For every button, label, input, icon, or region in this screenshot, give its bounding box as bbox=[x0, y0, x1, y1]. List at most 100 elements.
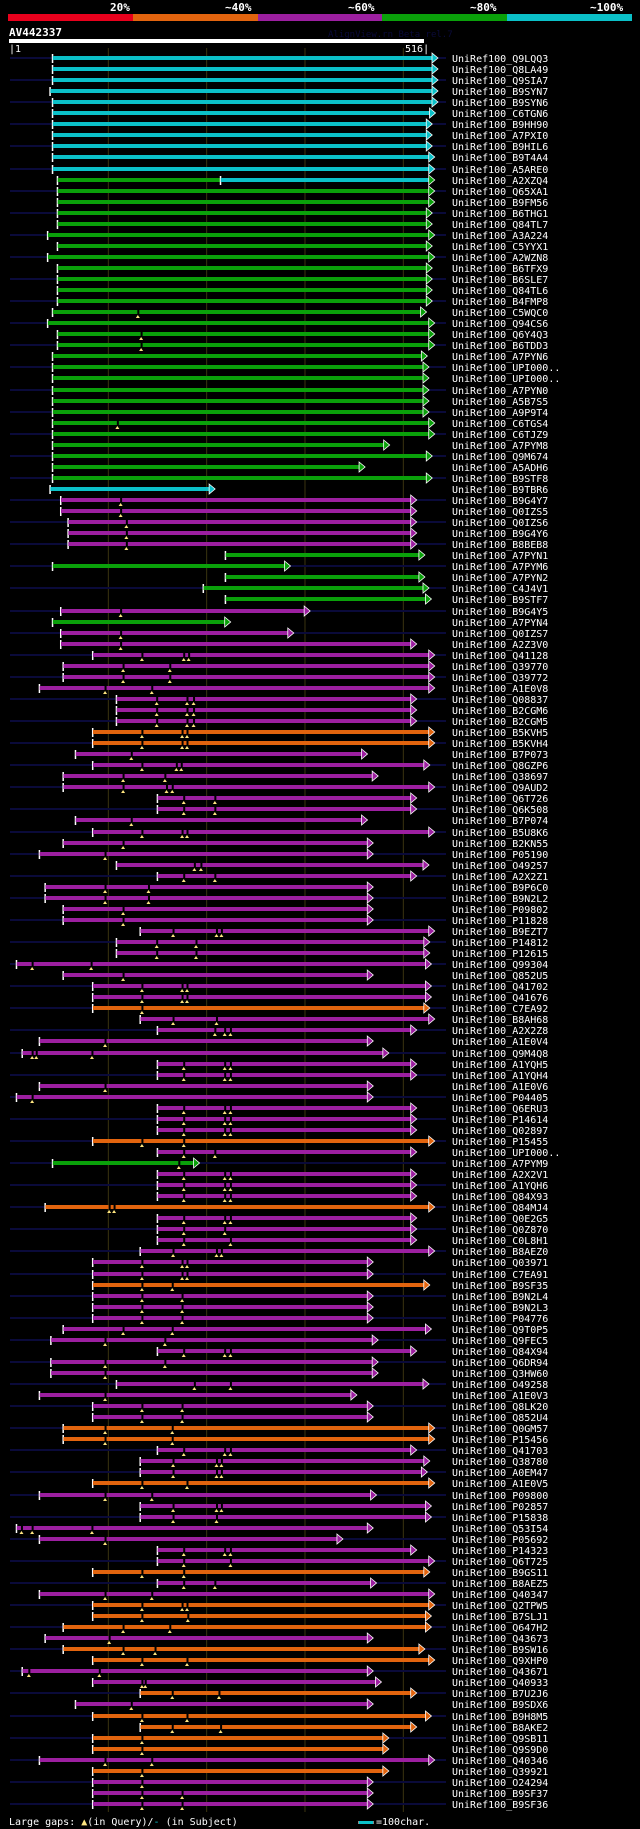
hit-label[interactable]: UniRef100_B6TDD3 bbox=[452, 341, 548, 352]
hit-label[interactable]: UniRef100_Q6T725 bbox=[452, 1557, 548, 1568]
hit-label[interactable]: UniRef100_O49258 bbox=[452, 1380, 548, 1391]
hit-label[interactable]: UniRef100_O49257 bbox=[452, 861, 548, 872]
hit-label[interactable]: UniRef100_Q0IZS5 bbox=[452, 507, 548, 518]
hit-label[interactable]: UniRef100_B2CGM6 bbox=[452, 706, 548, 717]
hit-label[interactable]: UniRef100_P14812 bbox=[452, 938, 548, 949]
hit-label[interactable]: UniRef100_Q3HW60 bbox=[452, 1369, 548, 1380]
hit-label[interactable]: UniRef100_C6TGN6 bbox=[452, 109, 548, 120]
hit-label[interactable]: UniRef100_P14323 bbox=[452, 1546, 548, 1557]
hit-label[interactable]: UniRef100_A5B7S5 bbox=[452, 397, 548, 408]
hit-label[interactable]: UniRef100_P04776 bbox=[452, 1314, 548, 1325]
hit-label[interactable]: UniRef100_Q84TL7 bbox=[452, 220, 548, 231]
hit-label[interactable]: UniRef100_Q852U5 bbox=[452, 971, 548, 982]
hit-label[interactable]: UniRef100_UPI000.. bbox=[452, 374, 560, 385]
hit-label[interactable]: UniRef100_B9HH90 bbox=[452, 120, 548, 131]
hit-label[interactable]: UniRef100_A0EM47 bbox=[452, 1468, 548, 1479]
hit-label[interactable]: UniRef100_A2X2Z1 bbox=[452, 872, 548, 883]
hit-label[interactable]: UniRef100_A1E0V5 bbox=[452, 1479, 548, 1490]
hit-label[interactable]: UniRef100_P09800 bbox=[452, 1491, 548, 1502]
hit-label[interactable]: UniRef100_Q8GZP6 bbox=[452, 761, 548, 772]
hit-label[interactable]: UniRef100_C5YYX1 bbox=[452, 242, 548, 253]
hit-label[interactable]: UniRef100_B9SDX6 bbox=[452, 1700, 548, 1711]
hit-label[interactable]: UniRef100_Q647H2 bbox=[452, 1623, 548, 1634]
hit-label[interactable]: UniRef100_P15455 bbox=[452, 1137, 548, 1148]
hit-label[interactable]: UniRef100_Q41676 bbox=[452, 993, 548, 1004]
hit-label[interactable]: UniRef100_P05190 bbox=[452, 850, 548, 861]
hit-label[interactable]: UniRef100_C6TGS4 bbox=[452, 419, 548, 430]
hit-label[interactable]: UniRef100_Q40346 bbox=[452, 1756, 548, 1767]
hit-label[interactable]: UniRef100_B4FMP8 bbox=[452, 297, 548, 308]
hit-label[interactable]: UniRef100_Q852U4 bbox=[452, 1413, 548, 1424]
hit-label[interactable]: UniRef100_B9STF8 bbox=[452, 474, 548, 485]
hit-label[interactable]: UniRef100_C5WQC0 bbox=[452, 308, 548, 319]
hit-label[interactable]: UniRef100_P12615 bbox=[452, 949, 548, 960]
hit-label[interactable]: UniRef100_Q43671 bbox=[452, 1667, 548, 1678]
hit-label[interactable]: UniRef100_B8AH68 bbox=[452, 1015, 548, 1026]
hit-label[interactable]: UniRef100_B9SW16 bbox=[452, 1645, 548, 1656]
hit-label[interactable]: UniRef100_Q40347 bbox=[452, 1590, 548, 1601]
hit-label[interactable]: UniRef100_Q9M4Q8 bbox=[452, 1049, 548, 1060]
hit-label[interactable]: UniRef100_A5ADH6 bbox=[452, 463, 548, 474]
hit-label[interactable]: UniRef100_B7U2J6 bbox=[452, 1689, 548, 1700]
hit-label[interactable]: UniRef100_Q0IZS7 bbox=[452, 629, 548, 640]
hit-label[interactable]: UniRef100_B5KVH4 bbox=[452, 739, 548, 750]
hit-label[interactable]: UniRef100_A7PYM6 bbox=[452, 562, 548, 573]
hit-label[interactable]: UniRef100_A7PYN2 bbox=[452, 573, 548, 584]
hit-label[interactable]: UniRef100_A1E0V3 bbox=[452, 1391, 548, 1402]
hit-label[interactable]: UniRef100_Q6T726 bbox=[452, 794, 548, 805]
hit-label[interactable]: UniRef100_B8BEB8 bbox=[452, 540, 548, 551]
hit-label[interactable]: UniRef100_Q6Y4Q3 bbox=[452, 330, 548, 341]
hit-label[interactable]: UniRef100_A7PYN0 bbox=[452, 386, 548, 397]
hit-label[interactable]: UniRef100_A1E0V6 bbox=[452, 1082, 548, 1093]
hit-label[interactable]: UniRef100_Q6ERU3 bbox=[452, 1104, 548, 1115]
hit-label[interactable]: UniRef100_B8AEZ0 bbox=[452, 1247, 548, 1258]
hit-label[interactable]: UniRef100_Q0IZS6 bbox=[452, 518, 548, 529]
hit-label[interactable]: UniRef100_B7P074 bbox=[452, 816, 548, 827]
hit-label[interactable]: UniRef100_Q0GM57 bbox=[452, 1424, 548, 1435]
hit-label[interactable]: UniRef100_A3A224 bbox=[452, 231, 548, 242]
hit-label[interactable]: UniRef100_B8AKE2 bbox=[452, 1723, 548, 1734]
hit-label[interactable]: UniRef100_Q38780 bbox=[452, 1457, 548, 1468]
hit-label[interactable]: UniRef100_B9G4Y5 bbox=[452, 607, 548, 618]
hit-label[interactable]: UniRef100_B9G4Y7 bbox=[452, 496, 548, 507]
hit-label[interactable]: UniRef100_P15838 bbox=[452, 1513, 548, 1524]
hit-label[interactable]: UniRef100_A7PXI0 bbox=[452, 131, 548, 142]
hit-label[interactable]: UniRef100_A1E0V4 bbox=[452, 1037, 548, 1048]
hit-label[interactable]: UniRef100_C7EA91 bbox=[452, 1270, 548, 1281]
hit-label[interactable]: UniRef100_Q8LK20 bbox=[452, 1402, 548, 1413]
hit-label[interactable]: UniRef100_Q9SIA7 bbox=[452, 76, 548, 87]
hit-label[interactable]: UniRef100_Q03971 bbox=[452, 1258, 548, 1269]
hit-label[interactable]: UniRef100_C0L8H1 bbox=[452, 1236, 548, 1247]
hit-label[interactable]: UniRef100_B7SLJ1 bbox=[452, 1612, 548, 1623]
hit-label[interactable]: UniRef100_Q53I54 bbox=[452, 1524, 548, 1535]
hit-label[interactable]: UniRef100_B5KVH5 bbox=[452, 728, 548, 739]
hit-label[interactable]: UniRef100_A1E0V8 bbox=[452, 684, 548, 695]
hit-label[interactable]: UniRef100_A2X2V1 bbox=[452, 1170, 548, 1181]
hit-label[interactable]: UniRef100_Q39921 bbox=[452, 1767, 548, 1778]
hit-label[interactable]: UniRef100_P09802 bbox=[452, 905, 548, 916]
hit-label[interactable]: UniRef100_Q9S9D0 bbox=[452, 1745, 548, 1756]
hit-label[interactable]: UniRef100_B8AEZ5 bbox=[452, 1579, 548, 1590]
hit-label[interactable]: UniRef100_B9SYN6 bbox=[452, 98, 548, 109]
hit-label[interactable]: UniRef100_O24294 bbox=[452, 1778, 548, 1789]
hit-label[interactable]: UniRef100_A2Z3V0 bbox=[452, 640, 548, 651]
hit-label[interactable]: UniRef100_A7PYN4 bbox=[452, 618, 548, 629]
hit-label[interactable]: UniRef100_B9HIL6 bbox=[452, 142, 548, 153]
hit-label[interactable]: UniRef100_Q40933 bbox=[452, 1678, 548, 1689]
hit-label[interactable]: UniRef100_Q9SB11 bbox=[452, 1734, 548, 1745]
hit-label[interactable]: UniRef100_C6TJZ9 bbox=[452, 430, 548, 441]
hit-label[interactable]: UniRef100_B9STF7 bbox=[452, 595, 548, 606]
hit-label[interactable]: UniRef100_B9SYN7 bbox=[452, 87, 548, 98]
hit-label[interactable]: UniRef100_Q9AUD2 bbox=[452, 783, 548, 794]
hit-label[interactable]: UniRef100_B9SF37 bbox=[452, 1789, 548, 1800]
hit-label[interactable]: UniRef100_B9SF35 bbox=[452, 1281, 548, 1292]
hit-label[interactable]: UniRef100_A2X2Z8 bbox=[452, 1026, 548, 1037]
hit-label[interactable]: UniRef100_Q2TPW5 bbox=[452, 1601, 548, 1612]
hit-label[interactable]: UniRef100_B9P6C0 bbox=[452, 883, 548, 894]
hit-label[interactable]: UniRef100_B7P073 bbox=[452, 750, 548, 761]
hit-label[interactable]: UniRef100_P05692 bbox=[452, 1535, 548, 1546]
hit-label[interactable]: UniRef100_UPI000.. bbox=[452, 1148, 560, 1159]
hit-label[interactable]: UniRef100_Q94CS6 bbox=[452, 319, 548, 330]
hit-label[interactable]: UniRef100_Q02897 bbox=[452, 1126, 548, 1137]
hit-label[interactable]: UniRef100_Q9LQQ3 bbox=[452, 54, 548, 65]
